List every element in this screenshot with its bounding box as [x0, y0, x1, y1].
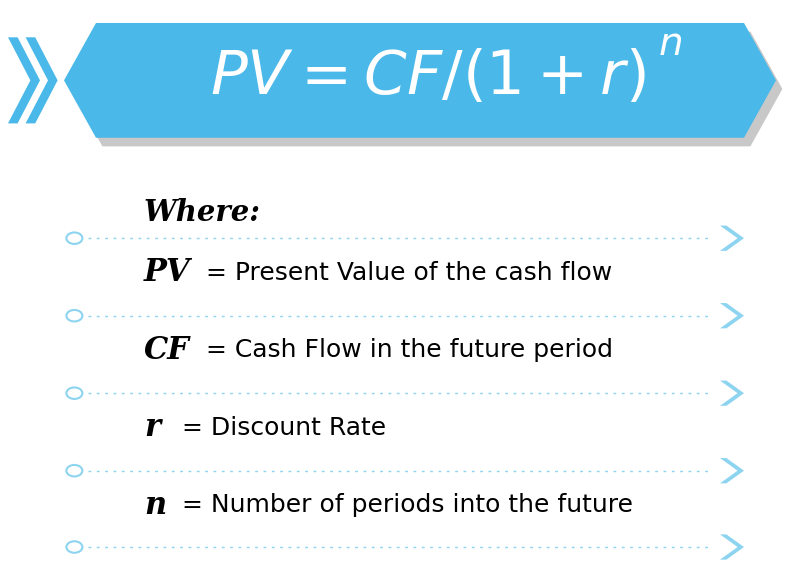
Text: Where:: Where: [144, 198, 261, 227]
Circle shape [66, 465, 82, 476]
Circle shape [66, 232, 82, 244]
Text: = Discount Rate: = Discount Rate [174, 416, 386, 440]
Polygon shape [720, 458, 744, 483]
Text: $\mathbf{\mathit{n}}$: $\mathbf{\mathit{n}}$ [658, 26, 682, 63]
Polygon shape [720, 226, 744, 251]
Text: PV: PV [144, 257, 190, 288]
Polygon shape [720, 381, 744, 406]
Polygon shape [8, 37, 40, 123]
Circle shape [66, 541, 82, 553]
Polygon shape [64, 23, 776, 138]
Text: $\mathbf{\mathit{PV = CF/(1+r)}}$: $\mathbf{\mathit{PV = CF/(1+r)}}$ [210, 48, 646, 107]
Text: = Number of periods into the future: = Number of periods into the future [174, 493, 634, 517]
Text: n: n [144, 490, 166, 521]
Circle shape [66, 387, 82, 399]
Circle shape [66, 310, 82, 321]
Text: = Present Value of the cash flow: = Present Value of the cash flow [198, 261, 613, 285]
Text: = Cash Flow in the future period: = Cash Flow in the future period [198, 338, 614, 362]
Polygon shape [26, 37, 58, 123]
Text: CF: CF [144, 335, 190, 366]
Text: r: r [144, 412, 160, 443]
Polygon shape [720, 303, 744, 328]
Polygon shape [70, 32, 782, 146]
Polygon shape [720, 534, 744, 560]
